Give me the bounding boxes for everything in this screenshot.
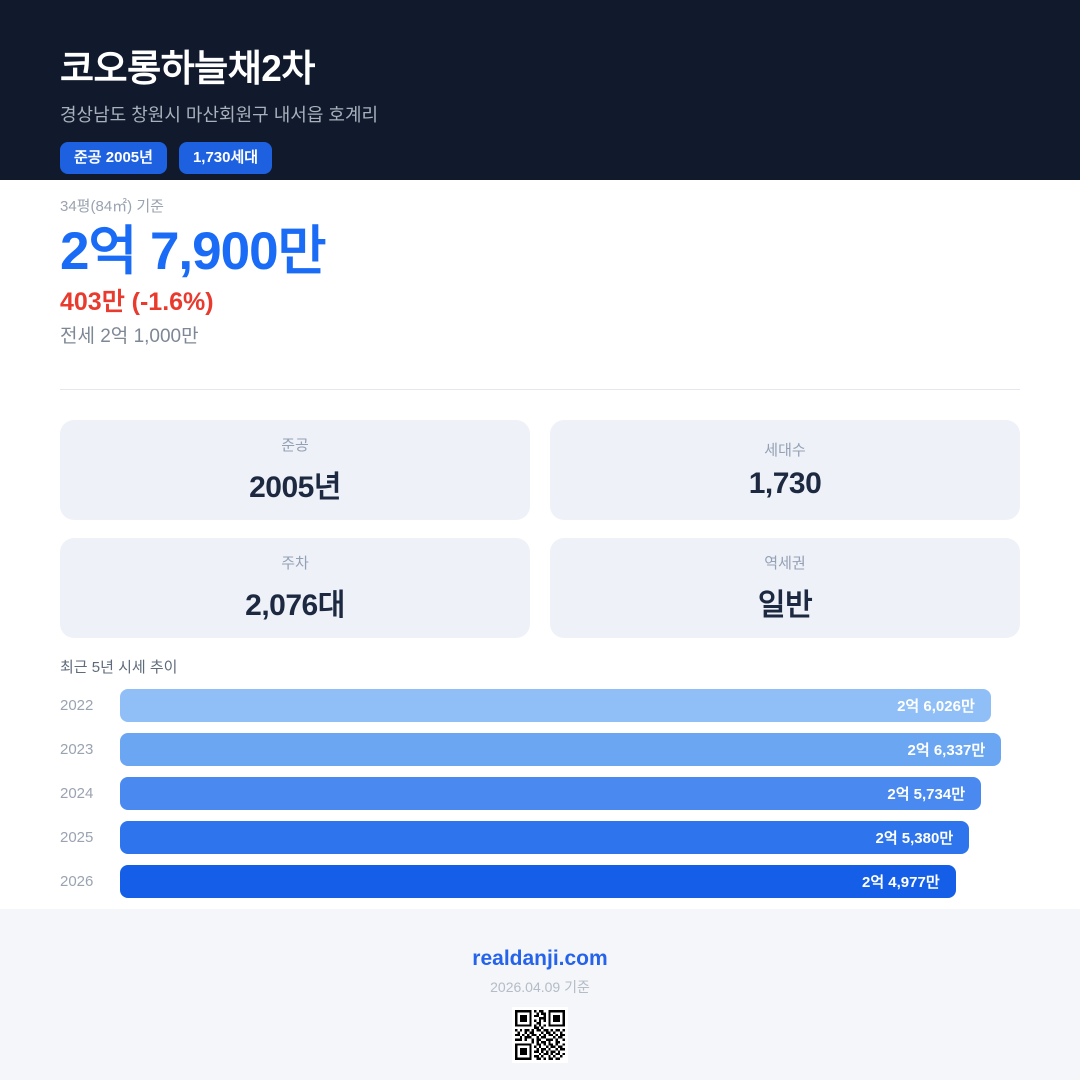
bar-value-label: 2억 4,977만 — [861, 874, 940, 891]
stat-card-parking: 주차 2,076대 — [60, 538, 530, 638]
chart-rows: 2022 2억 6,026만 2023 2억 6,337만 2024 2억 5,734만 2… — [60, 689, 1020, 898]
apartment-name: 코오롱하늘채2차 — [60, 48, 315, 89]
bar-value-label: 2억 6,026만 — [897, 698, 975, 715]
year-label: 2023 — [60, 741, 94, 758]
year-label: 2025 — [60, 829, 94, 846]
bar-value-label: 2억 6,337만 — [907, 742, 986, 759]
price-bar: 2억 5,380만 — [120, 821, 970, 854]
badge-households: 1,730세대 — [178, 142, 273, 174]
jeonse-price: 전세 2억 1,000만 — [60, 326, 199, 347]
bar-track: 2억 6,026만 — [120, 689, 1020, 722]
chart-title: 최근 5년 시세 추이 — [60, 659, 178, 676]
bar-value-label: 2억 5,734만 — [887, 786, 966, 803]
bar-value-label: 2억 5,380만 — [875, 830, 954, 847]
year-label: 2024 — [60, 785, 94, 802]
stat-card-built: 준공 2005년 — [60, 420, 530, 520]
reference-date: 2026.04.09 기준 — [490, 979, 590, 995]
price-bar: 2억 6,337만 — [120, 733, 1002, 766]
chart-row-2024: 2024 2억 5,734만 — [60, 777, 1020, 810]
price-bar: 2억 5,734만 — [120, 777, 982, 810]
chart-row-2026: 2026 2억 4,977만 — [60, 865, 1020, 898]
stat-label: 세대수 — [764, 442, 806, 459]
qr-code — [512, 1007, 568, 1063]
footer: realdanji.com 2026.04.09 기준 — [0, 909, 1080, 1080]
price-trend-chart: 최근 5년 시세 추이 2022 2억 6,026만 2023 2억 6,337만 20… — [60, 660, 1020, 898]
stat-value: 일반 — [757, 589, 813, 622]
price-change: 403만 (-1.6%) — [60, 288, 214, 316]
badge-built-year: 준공 2005년 — [60, 142, 167, 174]
chart-row-2022: 2022 2억 6,026만 — [60, 689, 1020, 722]
stats-grid: 준공 2005년 세대수 1,730 주차 2,076대 역세권 일반 — [60, 420, 1020, 638]
price-bar: 2억 4,977만 — [120, 865, 956, 898]
stat-card-station: 역세권 일반 — [550, 538, 1020, 638]
bar-track: 2억 4,977만 — [120, 865, 1020, 898]
stat-value: 2005년 — [249, 471, 341, 504]
apartment-address: 경상남도 창원시 마산회원구 내서읍 호계리 — [60, 105, 379, 125]
price-basis-label: 34평(84㎡) 기준 — [60, 198, 164, 215]
bar-track: 2억 5,380만 — [120, 821, 1020, 854]
stat-label: 주차 — [281, 555, 309, 572]
site-name: realdanji.com — [472, 947, 608, 970]
stat-value: 1,730 — [748, 467, 822, 500]
main-content: 34평(84㎡) 기준 2억 7,900만 403만 (-1.6%) 전세 2억… — [0, 180, 1080, 909]
header: 코오롱하늘채2차 경상남도 창원시 마산회원구 내서읍 호계리 준공 2005년… — [0, 0, 1080, 180]
stat-card-households: 세대수 1,730 — [550, 420, 1020, 520]
stat-label: 역세권 — [764, 555, 806, 572]
stat-value: 2,076대 — [245, 589, 345, 622]
chart-row-2023: 2023 2억 6,337만 — [60, 733, 1020, 766]
price-bar: 2억 6,026만 — [120, 689, 991, 722]
current-price: 2억 7,900만 — [60, 222, 326, 281]
bar-track: 2억 5,734만 — [120, 777, 1020, 810]
badge-row: 준공 2005년 1,730세대 — [60, 142, 1020, 174]
stat-label: 준공 — [281, 437, 309, 454]
section-divider — [60, 389, 1020, 390]
year-label: 2026 — [60, 873, 94, 890]
chart-row-2025: 2025 2억 5,380만 — [60, 821, 1020, 854]
bar-track: 2억 6,337만 — [120, 733, 1020, 766]
year-label: 2022 — [60, 697, 94, 714]
